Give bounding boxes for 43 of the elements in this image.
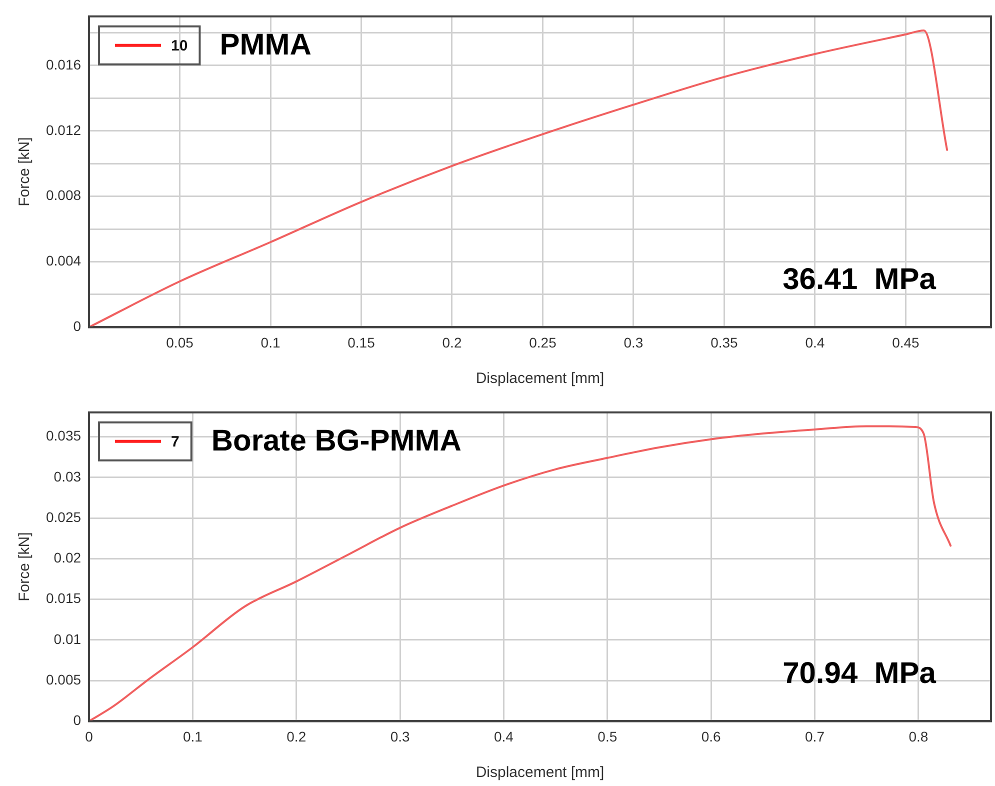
y-tick-label: 0 [73,712,82,728]
y-axis-title: Force [kN] [16,532,34,602]
y-tick-label: 0.025 [46,508,82,525]
y-tick-label: 0 [73,318,82,334]
y-tick-label: 0.008 [46,187,82,204]
annotation: 36.41 MPa [782,262,936,296]
x-tick-label: 0.05 [166,334,194,350]
x-tick-label: 0.45 [892,334,920,350]
x-axis-title: Displacement [mm] [476,370,604,388]
y-tick-label: 0.035 [46,428,82,444]
y-axis-title: Force [kN] [16,137,34,206]
x-tick-label: 0.4 [805,334,825,350]
text: 7 [171,434,180,451]
x-axis-title: Displacement [mm] [476,764,604,782]
y-tick-label: 0.004 [46,252,82,269]
chart-title: PMMA [220,28,312,62]
x-tick-label: 0.2 [442,334,462,350]
y-tick-label: 0.012 [46,122,82,138]
y-tick-label: 0.015 [46,590,82,606]
y-tick-label: 0.03 [54,468,82,484]
x-tick-label: 0.35 [710,334,738,350]
x-tick-label: 0 [85,728,94,744]
x-tick-label: 0.1 [182,728,203,744]
chart-title: Borate BG-PMMA [211,424,462,458]
x-tick-label: 0.1 [260,334,280,350]
y-tick-label: 0.02 [54,550,82,566]
x-tick-label: 0.3 [390,728,410,744]
x-tick-label: 0.8 [908,728,928,744]
y-tick-label: 0.005 [46,671,82,688]
y-tick-label: 0.01 [54,630,82,647]
x-tick-label: 0.7 [805,728,825,744]
y-tick-label: 0.016 [46,56,82,72]
x-tick-label: 0.2 [286,728,306,744]
x-tick-label: 0.15 [348,334,376,350]
x-tick-label: 0.3 [624,334,644,350]
x-tick-label: 0.6 [701,728,722,744]
text: 10 [171,38,188,55]
x-tick-label: 0.25 [529,334,557,350]
x-tick-label: 0.5 [598,728,618,744]
line-series [89,425,952,722]
line-series [89,29,948,328]
annotation: 70.94 MPa [782,657,936,690]
x-tick-label: 0.4 [494,728,514,744]
